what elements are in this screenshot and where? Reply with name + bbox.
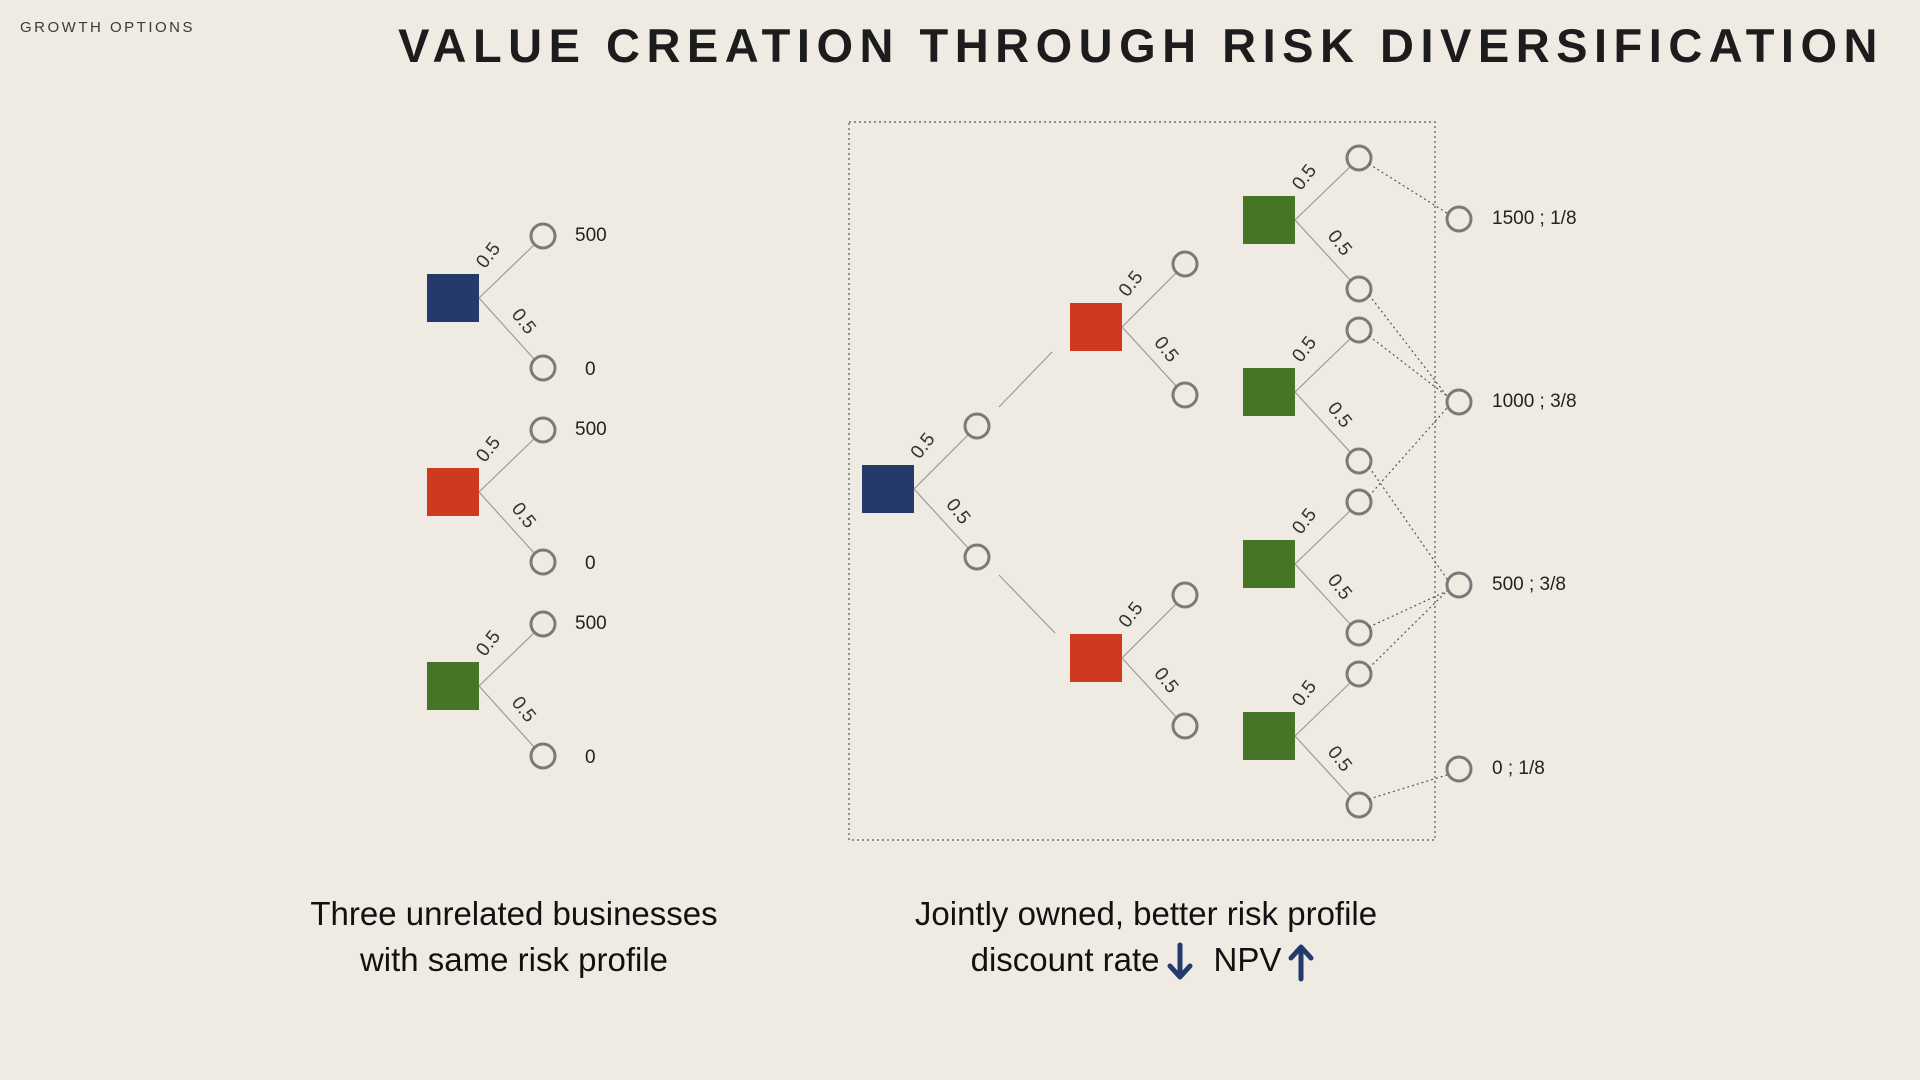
joint-connector-to-red-top xyxy=(998,351,1053,408)
joint-red-2-outcome-down-node xyxy=(1171,712,1199,740)
joint-leaf-to-outcome-2 xyxy=(1368,294,1448,397)
joint-green-4-branch-down xyxy=(1294,735,1352,798)
joint-green-4-outcome-up-node xyxy=(1345,660,1373,688)
joint-red-2-branch-down xyxy=(1121,657,1178,719)
joint-green-2-outcome-up-node xyxy=(1345,316,1373,344)
joint-blue-branch-up xyxy=(913,433,970,490)
joint-outcome-node-4 xyxy=(1445,755,1473,783)
joint-outcome-label-3: 500 ; 3/8 xyxy=(1492,574,1566,595)
up-arrow-icon xyxy=(1288,944,1314,982)
joint-green-4-prob-up: 0.5 xyxy=(1288,677,1321,711)
joint-leaf-to-outcome-6 xyxy=(1368,590,1448,628)
joint-green-square-2 xyxy=(1243,368,1295,416)
joint-green-1-prob-up: 0.5 xyxy=(1288,161,1321,195)
joint-leaf-to-outcome-7 xyxy=(1368,590,1448,669)
joint-green-square-3 xyxy=(1243,540,1295,588)
section-label: GROWTH OPTIONS xyxy=(20,19,195,36)
joint-green-2-branch-down xyxy=(1294,391,1352,454)
joint-green-4-outcome-down-node xyxy=(1345,791,1373,819)
right-caption: Jointly owned, better risk profile disco… xyxy=(846,891,1446,983)
joint-green-3-outcome-up-node xyxy=(1345,488,1373,516)
joint-green-1-outcome-down-node xyxy=(1345,275,1373,303)
left-business-red-square xyxy=(427,468,479,516)
left-business-blue-outcome-down-node xyxy=(529,354,557,382)
joint-red-2-branch-up xyxy=(1121,602,1178,659)
left-business-red-prob-up: 0.5 xyxy=(472,433,505,467)
joint-green-3-prob-up: 0.5 xyxy=(1288,505,1321,539)
slide-title: VALUE CREATION THROUGH RISK DIVERSIFICAT… xyxy=(398,19,1884,72)
joint-red-square-2 xyxy=(1070,634,1122,682)
left-caption-line-2: with same risk profile xyxy=(359,941,669,978)
left-business-blue-square xyxy=(427,274,479,322)
joint-red-1-branch-down xyxy=(1121,326,1178,388)
joint-outcome-label-2: 1000 ; 3/8 xyxy=(1492,391,1577,412)
joint-connector-to-red-bottom xyxy=(998,574,1056,634)
joint-red-1-branch-up xyxy=(1121,271,1178,328)
left-business-red-value-down: 0 xyxy=(585,553,596,574)
joint-ownership-frame xyxy=(848,121,1436,841)
left-business-blue-branch-up xyxy=(478,243,536,299)
joint-leaf-to-outcome-3 xyxy=(1368,335,1448,397)
joint-green-1-branch-down xyxy=(1294,219,1352,282)
joint-blue-outcome-up-node xyxy=(963,412,991,440)
left-business-red-branch-down xyxy=(478,491,536,555)
joint-blue-outcome-down-node xyxy=(963,543,991,571)
joint-outcome-label-4: 0 ; 1/8 xyxy=(1492,758,1545,779)
joint-blue-branch-down xyxy=(913,488,970,550)
joint-outcome-node-3 xyxy=(1445,571,1473,599)
joint-green-square-1 xyxy=(1243,196,1295,244)
joint-red-2-outcome-up-node xyxy=(1171,581,1199,609)
npv-label: NPV xyxy=(1213,941,1282,978)
left-business-green-prob-up: 0.5 xyxy=(472,627,505,661)
left-business-blue-value-down: 0 xyxy=(585,359,596,380)
left-business-red-outcome-up-node xyxy=(529,416,557,444)
joint-blue-square xyxy=(862,465,914,513)
left-business-green-outcome-down-node xyxy=(529,742,557,770)
left-business-green-value-up: 500 xyxy=(575,613,607,634)
joint-green-2-prob-up: 0.5 xyxy=(1288,333,1321,367)
joint-green-1-branch-up xyxy=(1294,165,1352,221)
left-business-green-value-down: 0 xyxy=(585,747,596,768)
left-business-blue-prob-up: 0.5 xyxy=(472,239,505,273)
left-business-blue-prob-down: 0.5 xyxy=(507,305,540,339)
left-business-blue-branch-down xyxy=(478,297,536,361)
left-business-blue-outcome-up-node xyxy=(529,222,557,250)
joint-outcome-node-2 xyxy=(1445,388,1473,416)
left-caption: Three unrelated businesses with same ris… xyxy=(214,891,814,983)
left-business-red-branch-up xyxy=(478,437,536,493)
left-business-green-square xyxy=(427,662,479,710)
joint-blue-prob-up: 0.5 xyxy=(907,429,940,463)
joint-leaf-to-outcome-1 xyxy=(1368,163,1448,214)
joint-green-2-outcome-down-node xyxy=(1345,447,1373,475)
left-business-green-branch-down xyxy=(478,685,536,749)
joint-red-2-prob-up: 0.5 xyxy=(1115,598,1148,632)
left-business-green-prob-down: 0.5 xyxy=(507,693,540,727)
right-caption-line-1: Jointly owned, better risk profile xyxy=(914,895,1378,932)
left-business-red-outcome-down-node xyxy=(529,548,557,576)
left-business-green-branch-up xyxy=(478,631,536,687)
joint-green-3-branch-up xyxy=(1294,509,1352,565)
joint-red-1-prob-up: 0.5 xyxy=(1115,267,1148,301)
discount-rate-label: discount rate xyxy=(970,941,1160,978)
left-business-blue-value-up: 500 xyxy=(575,225,607,246)
left-business-red-prob-down: 0.5 xyxy=(507,499,540,533)
joint-outcome-node-1 xyxy=(1445,205,1473,233)
joint-green-1-outcome-up-node xyxy=(1345,144,1373,172)
left-business-green-outcome-up-node xyxy=(529,610,557,638)
joint-green-3-outcome-down-node xyxy=(1345,619,1373,647)
joint-leaf-to-outcome-8 xyxy=(1368,774,1448,800)
left-caption-line-1: Three unrelated businesses xyxy=(310,895,718,932)
joint-red-1-outcome-down-node xyxy=(1171,381,1199,409)
down-arrow-icon xyxy=(1167,942,1193,980)
joint-red-square-1 xyxy=(1070,303,1122,351)
right-caption-line-2: discount rate NPV xyxy=(846,937,1446,983)
joint-green-square-4 xyxy=(1243,712,1295,760)
joint-green-3-branch-down xyxy=(1294,563,1352,626)
joint-red-1-outcome-up-node xyxy=(1171,250,1199,278)
joint-green-2-branch-up xyxy=(1294,337,1352,393)
joint-green-4-branch-up xyxy=(1294,681,1352,737)
left-business-red-value-up: 500 xyxy=(575,419,607,440)
joint-outcome-label-1: 1500 ; 1/8 xyxy=(1492,208,1577,229)
